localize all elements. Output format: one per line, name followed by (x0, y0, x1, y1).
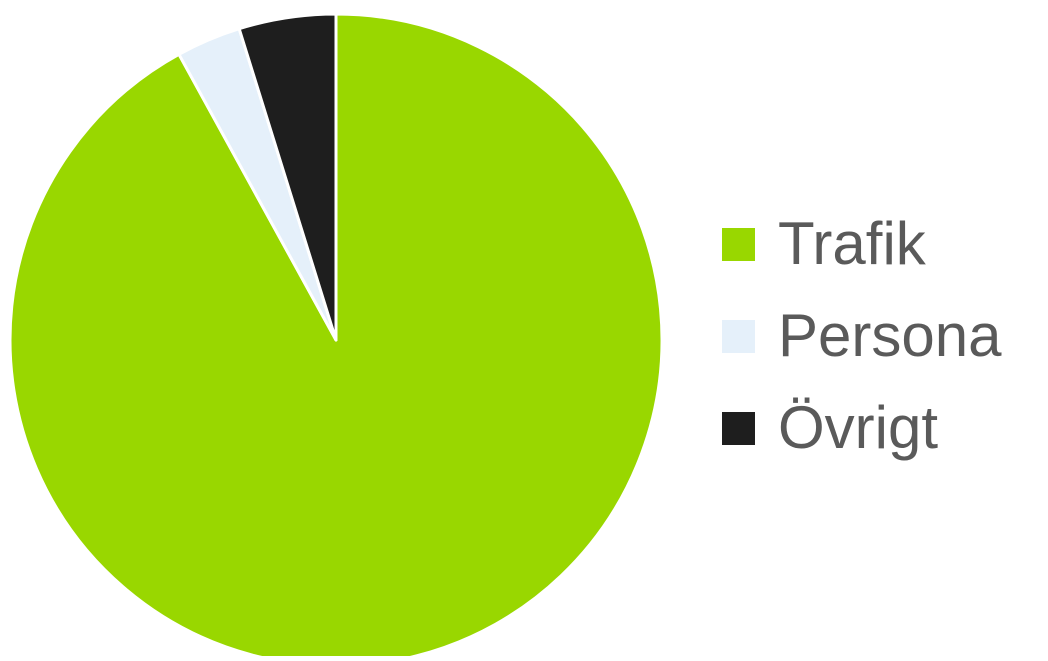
pie-slice-ovrigt (237, 12, 338, 342)
legend-swatch-trafik (722, 227, 755, 261)
legend: Trafik Persona Övrigt (722, 198, 1048, 474)
legend-label-trafik: Trafik (778, 210, 926, 277)
legend-item-trafik: Trafik (722, 198, 1048, 290)
legend-swatch-personal (722, 319, 755, 353)
legend-label-ovrigt: Övrigt (778, 394, 939, 461)
legend-item-ovrigt: Övrigt (722, 382, 1048, 474)
legend-item-personal: Persona (722, 290, 1048, 382)
legend-label-personal: Persona (778, 302, 1002, 369)
legend-swatch-ovrigt (722, 411, 755, 445)
